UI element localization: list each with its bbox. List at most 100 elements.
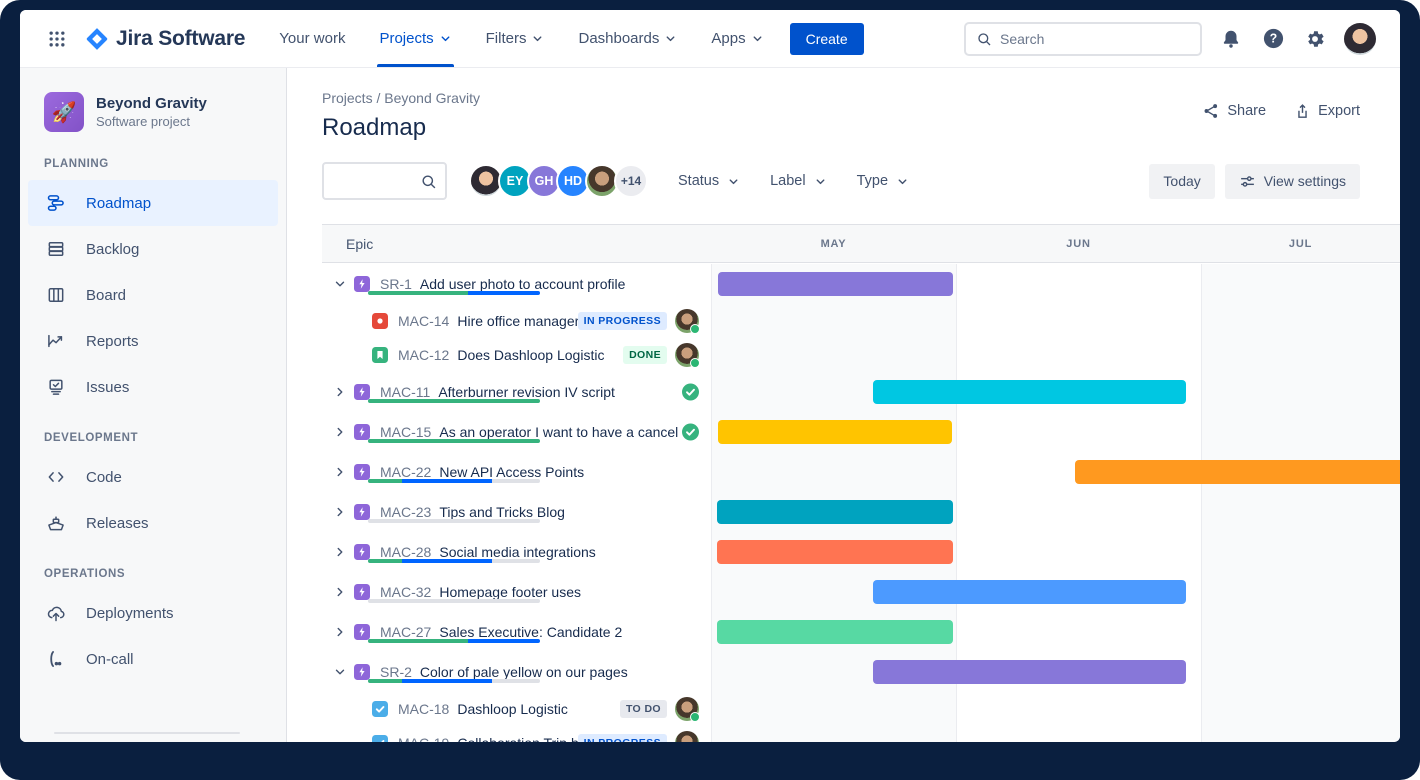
sidebar-resize-divider[interactable] (54, 732, 240, 734)
export-button[interactable]: Export (1294, 103, 1360, 120)
roadmap-search[interactable] (322, 162, 447, 200)
sidebar-item-on-call[interactable]: On-call (28, 636, 278, 682)
roadmap-row[interactable]: SR-1 Add user photo to account profile (322, 264, 1400, 304)
month-column (1201, 264, 1400, 742)
settings-gear-icon[interactable] (1302, 26, 1328, 52)
jira-logo[interactable]: Jira Software (84, 26, 245, 52)
breadcrumb-link[interactable]: Beyond Gravity (384, 90, 480, 106)
app-switcher-icon[interactable] (44, 26, 70, 52)
reports-icon (44, 329, 68, 353)
assignee-avatar[interactable] (675, 309, 700, 334)
roadmap-row[interactable]: MAC-19 Collaboration Trip bookIN PROGRES… (322, 726, 1400, 742)
chevron-right-icon[interactable] (332, 544, 348, 560)
share-button[interactable]: Share (1202, 102, 1266, 120)
roadmap-row[interactable]: MAC-23 Tips and Tricks Blog (322, 492, 1400, 532)
sidebar-item-deployments[interactable]: Deployments (28, 590, 278, 636)
done-check-icon (682, 383, 699, 401)
roadmap-row[interactable]: MAC-27 Sales Executive: Candidate 2 (322, 612, 1400, 652)
deployments-icon (44, 601, 68, 625)
search-input[interactable] (1000, 30, 1190, 47)
roadmap-row[interactable]: MAC-18 Dashloop Logistic TO DO (322, 692, 1400, 726)
sidebar-item-releases[interactable]: Releases (28, 500, 278, 546)
user-avatar[interactable] (1344, 22, 1376, 55)
timeline-bar[interactable] (1075, 460, 1400, 484)
view-settings-button[interactable]: View settings (1224, 163, 1360, 199)
chevron-right-icon[interactable] (332, 464, 348, 480)
sidebar-item-reports[interactable]: Reports (28, 318, 278, 364)
sidebar-item-board[interactable]: Board (28, 272, 278, 318)
help-icon[interactable]: ? (1260, 26, 1286, 52)
roadmap-row[interactable]: MAC-12 Does Dashloop Logistic DONE (322, 338, 1400, 372)
sidebar-section-development: DEVELOPMENT (44, 432, 139, 444)
chevron-right-icon[interactable] (332, 584, 348, 600)
epic-issue-icon (354, 584, 370, 600)
create-button[interactable]: Create (789, 22, 864, 55)
roadmap-icon (44, 191, 68, 215)
epic-issue-icon (354, 464, 370, 480)
avatar[interactable]: EY (498, 164, 532, 198)
project-avatar-rocket-icon: 🚀 (44, 92, 84, 132)
breadcrumb-link[interactable]: Projects (322, 90, 373, 106)
issue-key: SR-1 (380, 276, 412, 292)
nav-item-apps[interactable]: Apps (711, 10, 763, 67)
sidebar-section-planning: PLANNING (44, 158, 109, 170)
navbar-right: ? (964, 21, 1376, 56)
timeline-bar[interactable] (873, 580, 1186, 604)
timeline-bar[interactable] (718, 420, 952, 444)
roadmap-row[interactable]: SR-2 Color of pale yellow on our pages (322, 652, 1400, 692)
roadmap-row[interactable]: MAC-14 Hire office manager for IN PROGRES… (322, 304, 1400, 338)
roadmap-row[interactable]: MAC-11 Afterburner revision IV script (322, 372, 1400, 412)
timeline-bar[interactable] (717, 540, 953, 564)
avatar[interactable]: HD (556, 164, 590, 198)
chevron-right-icon[interactable] (332, 624, 348, 640)
today-button[interactable]: Today (1149, 163, 1215, 199)
issue-title: Homepage footer uses (439, 584, 581, 600)
roadmap-row[interactable]: MAC-22 New API Access Points (322, 452, 1400, 492)
issue-title: Color of pale yellow on our pages (419, 664, 628, 680)
chevron-right-icon[interactable] (332, 424, 348, 440)
timeline-bar[interactable] (873, 380, 1186, 404)
timeline-bar[interactable] (717, 620, 953, 644)
filter-label[interactable]: Label (770, 173, 826, 189)
nav-item-projects[interactable]: Projects (377, 10, 454, 67)
nav-item-filters[interactable]: Filters (486, 10, 545, 67)
chevron-right-icon[interactable] (332, 384, 348, 400)
issue-title: Does Dashloop Logistic (457, 347, 605, 363)
filter-type[interactable]: Type (857, 173, 909, 189)
chevron-down-icon (814, 175, 827, 188)
epic-progress-bar (368, 479, 540, 483)
roadmap-row[interactable]: MAC-15 As an operator I want to have a c… (322, 412, 1400, 452)
sidebar-item-backlog[interactable]: Backlog (28, 226, 278, 272)
timeline-bar[interactable] (873, 660, 1186, 684)
chevron-down-icon (727, 175, 740, 188)
roadmap-row[interactable]: MAC-32 Homepage footer uses (322, 572, 1400, 612)
notifications-bell-icon[interactable] (1218, 26, 1244, 52)
timeline-bar[interactable] (718, 272, 953, 296)
roadmap-row[interactable]: MAC-28 Social media integrations (322, 532, 1400, 572)
assignee-avatar[interactable] (675, 731, 699, 742)
status-badge: TO DO (619, 700, 667, 718)
global-search[interactable] (964, 21, 1202, 56)
epic-progress-bar (368, 679, 540, 683)
chevron-down-icon[interactable] (332, 664, 348, 680)
nav-item-dashboards[interactable]: Dashboards (578, 10, 677, 67)
avatar-overflow-count[interactable]: +14 (614, 164, 648, 198)
filter-dropdowns: Status Label Type (678, 173, 909, 189)
roadmap-table: Epic MAY JUN JUL SR-1 Add user photo to ac… (322, 224, 1400, 742)
board-icon (44, 283, 68, 307)
assignee-avatar[interactable] (675, 697, 700, 722)
nav-item-your-work[interactable]: Your work (279, 30, 346, 47)
roadmap-search-input[interactable] (332, 173, 420, 189)
sidebar-item-roadmap[interactable]: Roadmap (28, 180, 278, 226)
sidebar-item-issues[interactable]: Issues (28, 364, 278, 410)
epic-issue-icon (354, 504, 370, 520)
chevron-right-icon[interactable] (332, 504, 348, 520)
chevron-down-icon[interactable] (332, 276, 348, 292)
assignee-avatar[interactable] (675, 343, 700, 368)
sidebar-item-code[interactable]: Code (28, 454, 278, 500)
timeline-bar[interactable] (717, 500, 953, 524)
project-header[interactable]: 🚀 Beyond Gravity Software project (28, 92, 278, 132)
issue-key: MAC-19 (398, 735, 449, 742)
filter-status[interactable]: Status (678, 173, 740, 189)
